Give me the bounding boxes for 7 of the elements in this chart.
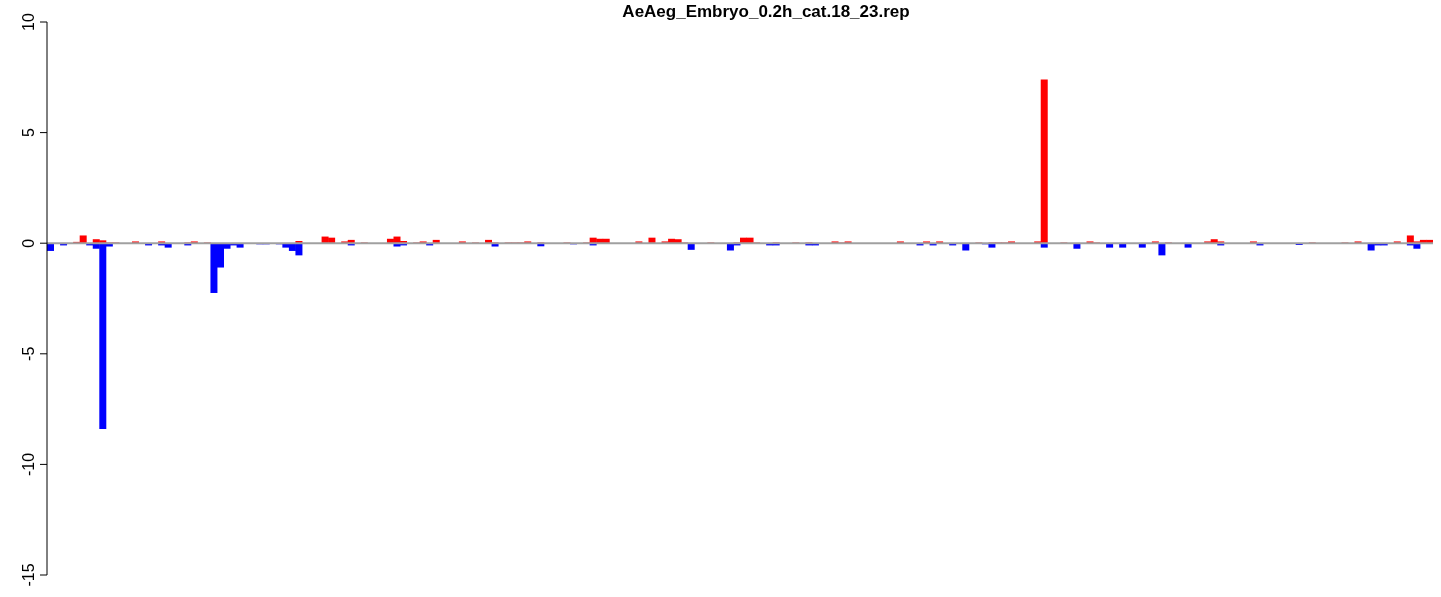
y-tick-label: -15 [20, 563, 37, 587]
chart-title: AeAeg_Embryo_0.2h_cat.18_23.rep [621, 2, 911, 22]
y-tick-label: -5 [20, 346, 37, 361]
y-tick-label: -10 [20, 452, 37, 476]
y-tick-label: 10 [20, 13, 37, 31]
y-tick-label: 0 [20, 238, 37, 248]
y-tick-label: 5 [20, 128, 37, 138]
